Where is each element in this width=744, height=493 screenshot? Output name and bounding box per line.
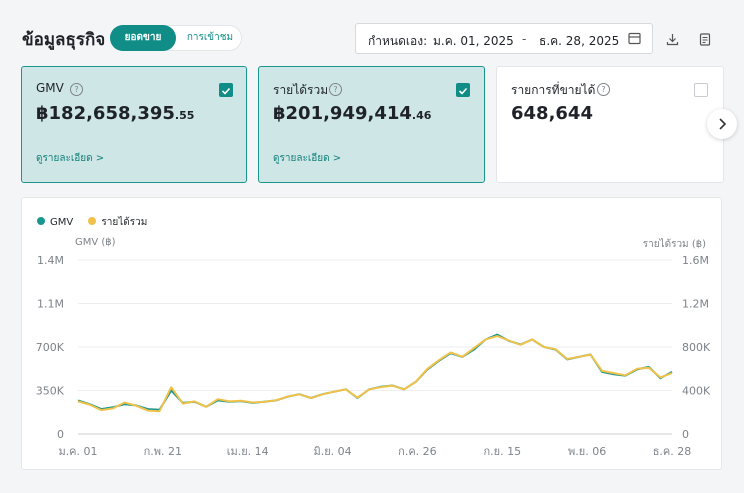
metric-value: ฿182,658,395.55	[36, 103, 195, 124]
x-tick-label: ก.พ. 21	[144, 445, 182, 458]
checkbox-icon[interactable]	[456, 83, 470, 97]
y-tick-left: 700K	[36, 341, 65, 354]
y-tick-left: 1.4M	[37, 254, 64, 267]
x-tick-label: ม.ค. 01	[58, 445, 97, 458]
date-range-picker[interactable]: กำหนดเอง: ม.ค. 01, 2025 - ธ.ค. 28, 2025	[355, 23, 653, 54]
metric-toggle: ยอดขาย การเข้าชม	[110, 25, 242, 51]
report-icon[interactable]	[699, 31, 711, 50]
view-details-link[interactable]: ดูรายละเอียด >	[273, 153, 342, 164]
download-icon[interactable]	[666, 31, 679, 50]
line-chart: 0 0 350K 400K 700K 800K 1.1M 1.2M 1.4M 1.6M ม.ค. 0…	[36, 254, 711, 458]
toggle-sales[interactable]: ยอดขาย	[110, 25, 176, 51]
y-tick-left: 350K	[36, 385, 65, 398]
help-icon[interactable]: ?	[597, 83, 610, 96]
date-range-label: กำหนดเอง:	[368, 34, 428, 48]
checkbox-icon[interactable]	[694, 83, 708, 97]
metric-name: รายได้รวม	[273, 83, 329, 97]
y-axis-left-title: GMV (฿)	[75, 237, 116, 248]
y-tick-right: 800K	[682, 341, 711, 354]
y-tick-right: 1.2M	[682, 298, 709, 311]
legend-item-revenue[interactable]: รายได้รวม	[88, 215, 147, 230]
metric-value: ฿201,949,414.46	[273, 103, 432, 124]
toggle-traffic[interactable]: การเข้าชม	[186, 32, 234, 43]
checkbox-icon[interactable]	[219, 83, 233, 97]
calendar-icon	[628, 32, 641, 48]
chevron-right-icon	[719, 118, 727, 130]
chart-card: GMV รายได้รวม GMV (฿) รายได้รวม (฿) 0 0 35…	[21, 197, 722, 470]
x-tick-label: ธ.ค. 28	[653, 445, 692, 458]
date-start: ม.ค. 01, 2025	[433, 34, 514, 48]
y-axis-right-title: รายได้รวม (฿)	[642, 239, 706, 250]
metric-card-gmv[interactable]: GMV ? ฿182,658,395.55 ดูรายละเอียด >	[21, 66, 247, 183]
y-tick-left: 0	[57, 428, 64, 441]
series-line-revenue	[77, 335, 673, 413]
metric-card-items-sold[interactable]: รายการที่ขายได้ ? 648,644	[496, 66, 724, 183]
view-details-link[interactable]: ดูรายละเอียด >	[36, 153, 105, 164]
x-tick-label: ก.ย. 15	[483, 445, 521, 458]
help-icon[interactable]: ?	[70, 83, 83, 96]
x-tick-label: พ.ย. 06	[568, 445, 606, 458]
legend-item-gmv[interactable]: GMV	[37, 217, 73, 228]
metric-card-revenue[interactable]: รายได้รวม ? ฿201,949,414.46 ดูรายละเอียด…	[258, 66, 485, 183]
y-tick-right: 0	[682, 428, 689, 441]
chart-legend: GMV รายได้รวม	[37, 215, 159, 230]
y-tick-left: 1.1M	[37, 298, 64, 311]
next-cards-button[interactable]	[707, 109, 737, 139]
date-end: ธ.ค. 28, 2025	[539, 34, 620, 48]
x-tick-label: เม.ย. 14	[227, 445, 269, 458]
y-tick-right: 400K	[682, 385, 711, 398]
help-icon[interactable]: ?	[329, 83, 342, 96]
y-tick-right: 1.6M	[682, 254, 709, 267]
date-separator: -	[522, 32, 527, 46]
page-title: ข้อมูลธุรกิจ	[22, 30, 106, 50]
x-tick-label: มิ.ย. 04	[313, 445, 351, 458]
x-tick-label: ก.ค. 26	[398, 445, 437, 458]
metric-name: รายการที่ขายได้	[511, 83, 596, 97]
metric-value: 648,644	[511, 103, 593, 124]
series-line-gmv	[77, 333, 673, 411]
metric-name: GMV	[36, 81, 64, 95]
